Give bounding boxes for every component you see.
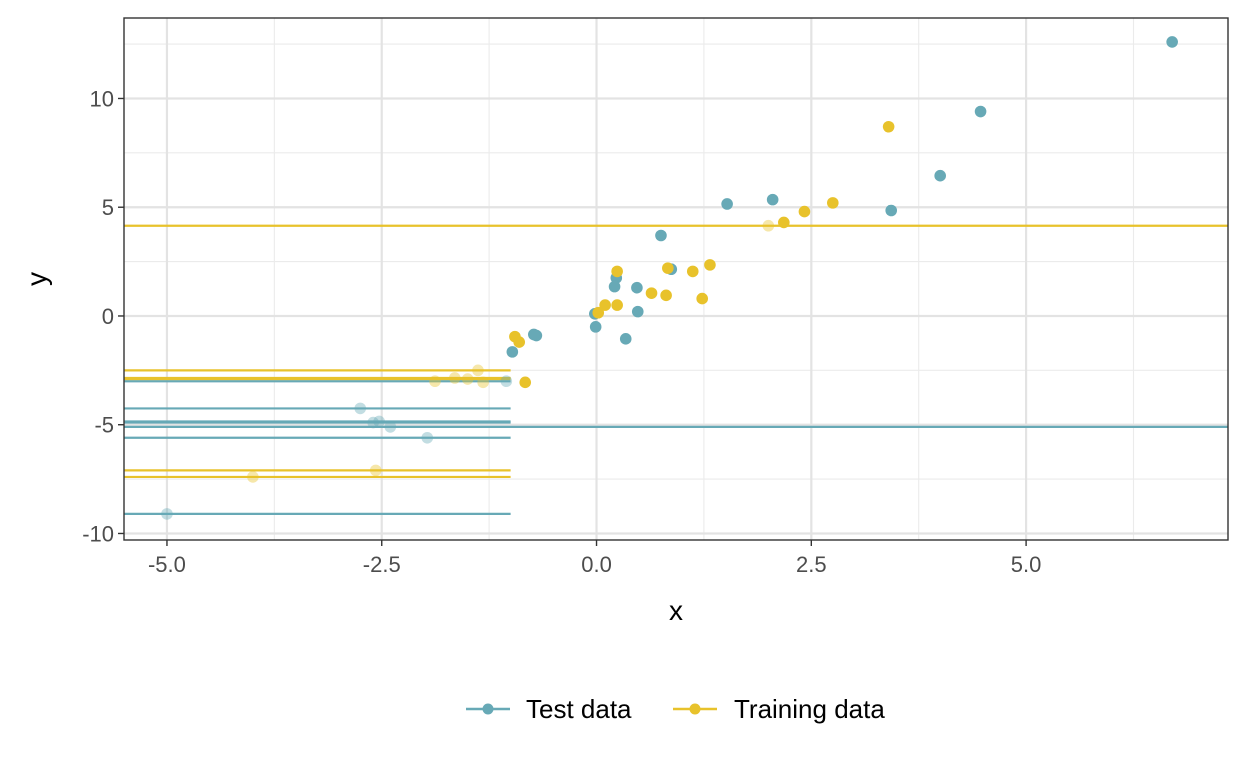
point-training (472, 364, 484, 377)
legend-key-point-test-data (482, 703, 494, 715)
axis-ticks: -5.0 -2.5 0.0 2.5 5.0 -10 -5 0 5 10 (82, 86, 1041, 577)
point-training (645, 287, 658, 299)
point-training (696, 292, 709, 305)
x-tick-label: 2.5 (796, 552, 827, 577)
point-test (589, 321, 602, 333)
point-training (611, 299, 623, 311)
y-tick-label: 0 (102, 304, 114, 329)
panel-background (124, 18, 1228, 540)
point-test (619, 333, 632, 345)
point-test (161, 508, 173, 520)
point-training (686, 265, 699, 278)
point-training (611, 265, 623, 278)
point-training (369, 464, 382, 477)
point-test (721, 198, 733, 210)
x-tick-label: -2.5 (363, 552, 401, 577)
x-tick-label: 5.0 (1011, 552, 1042, 577)
panel-border (123, 17, 1229, 541)
point-test (766, 193, 779, 206)
point-training (461, 373, 474, 385)
point-test (528, 328, 540, 341)
y-tick-label: 10 (90, 86, 114, 111)
point-training (448, 372, 461, 384)
reference-lines (124, 224, 1228, 516)
point-test (500, 375, 513, 388)
point-training (704, 259, 716, 271)
point-test (655, 229, 667, 242)
point-test (384, 421, 397, 433)
point-training (247, 471, 259, 483)
point-training (778, 216, 790, 229)
legend-key-point-training-data (689, 703, 701, 715)
point-test (367, 416, 379, 429)
y-axis-title: y (21, 272, 52, 286)
legend-label-training-data: Training data (734, 694, 885, 724)
point-training (798, 205, 811, 218)
point-training (477, 376, 489, 389)
data-points (161, 36, 1178, 520)
y-tick-label: 5 (102, 195, 114, 220)
legend-item-training-data: Training data (673, 694, 885, 724)
x-tick-label: 0.0 (581, 552, 612, 577)
legend-item-test-data: Test data (466, 694, 632, 724)
grid (124, 18, 1228, 540)
point-test (885, 204, 898, 217)
point-training (429, 375, 441, 388)
point-training (660, 289, 672, 302)
point-test (354, 402, 367, 415)
y-tick-label: -10 (82, 521, 114, 546)
legend-label-test-data: Test data (526, 694, 632, 724)
point-test (608, 280, 621, 293)
point-test (631, 281, 643, 294)
x-tick-label: -5.0 (148, 552, 186, 577)
point-test (421, 431, 434, 444)
point-training (519, 376, 532, 389)
point-test (631, 305, 644, 318)
point-training (662, 262, 674, 274)
y-tick-label: -5 (94, 413, 114, 438)
point-training (513, 336, 526, 348)
legend: Test data Training data (466, 694, 885, 724)
point-training (882, 120, 895, 133)
x-axis-title: x (669, 595, 683, 626)
point-test (974, 105, 987, 118)
point-test (506, 346, 519, 358)
point-training (762, 219, 775, 232)
point-test (1166, 36, 1178, 48)
point-test (373, 415, 385, 428)
point-training (826, 197, 839, 209)
point-training (592, 306, 605, 319)
point-training (599, 299, 611, 311)
point-test (934, 169, 946, 182)
